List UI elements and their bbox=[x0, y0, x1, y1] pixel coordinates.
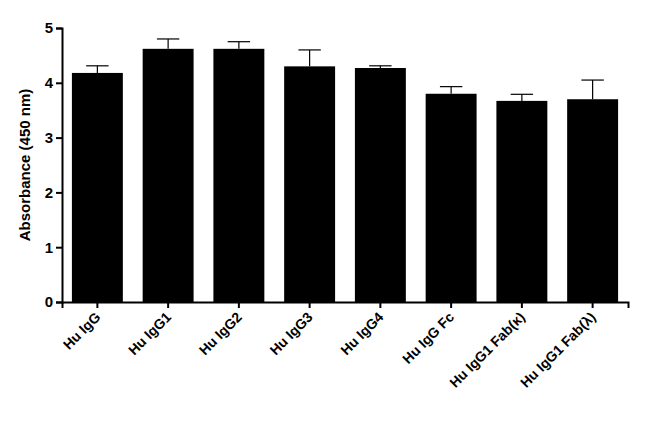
y-tick-label: 3 bbox=[45, 129, 53, 146]
y-tick-mark bbox=[56, 247, 62, 249]
bar bbox=[72, 73, 123, 302]
x-tick-label: Hu IgG bbox=[60, 309, 104, 353]
y-tick-label: 4 bbox=[45, 74, 54, 91]
y-axis-line bbox=[56, 29, 63, 303]
x-tick: Hu IgG2 bbox=[196, 302, 245, 358]
y-tick: 0 bbox=[45, 293, 62, 310]
bar bbox=[213, 49, 264, 302]
y-tick: 2 bbox=[45, 184, 62, 201]
x-tick: Hu IgG bbox=[60, 302, 104, 353]
y-tick-label: 2 bbox=[45, 184, 53, 201]
x-tick-label: Hu IgG4 bbox=[337, 309, 386, 358]
x-axis: Hu IgG Hu IgG1 Hu IgG2 Hu IgG3 Hu IgG4 Hu IgG… bbox=[60, 302, 629, 391]
error-cap bbox=[86, 65, 108, 66]
y-tick-label: 0 bbox=[45, 293, 53, 310]
chart: 0 1 2 3 4 5 Hu IgG Hu IgG1 Hu IgG2 Hu IgG3 Hu IgG4… bbox=[0, 0, 650, 440]
error-cap bbox=[511, 94, 533, 95]
y-tick: 1 bbox=[45, 239, 62, 256]
x-tick: Hu IgG Fc bbox=[399, 302, 457, 367]
x-tick-mark bbox=[379, 302, 381, 308]
y-tick-mark bbox=[56, 82, 62, 84]
bar bbox=[426, 94, 477, 302]
x-tick-mark bbox=[238, 302, 240, 308]
x-tick-mark bbox=[309, 302, 311, 308]
error-bar bbox=[511, 94, 533, 101]
error-cap bbox=[440, 86, 462, 87]
x-tick: Hu IgG1 Fab(κ) bbox=[446, 302, 528, 391]
x-tick: Hu IgG1 bbox=[125, 302, 174, 358]
bar bbox=[567, 99, 618, 302]
x-tick-mark bbox=[96, 302, 98, 308]
bar bbox=[355, 68, 406, 302]
error-stem bbox=[451, 87, 452, 94]
x-tick-label: Hu IgG Fc bbox=[399, 309, 457, 367]
x-tick-label: Hu IgG1 Fab(κ) bbox=[446, 309, 528, 391]
x-axis-line bbox=[63, 303, 629, 309]
x-tick-mark bbox=[167, 302, 169, 308]
bar bbox=[496, 101, 547, 302]
error-stem bbox=[97, 66, 98, 73]
x-tick-mark bbox=[521, 302, 523, 308]
error-bar bbox=[298, 50, 320, 66]
y-tick-label: 1 bbox=[45, 239, 53, 256]
error-stem bbox=[521, 94, 522, 101]
error-bar bbox=[369, 66, 391, 68]
x-tick-label: Hu IgG2 bbox=[196, 309, 245, 358]
y-tick-mark bbox=[56, 302, 62, 304]
y-tick: 4 bbox=[45, 74, 62, 91]
error-cap bbox=[298, 49, 320, 50]
error-cap bbox=[581, 79, 603, 80]
y-tick: 5 bbox=[45, 19, 62, 36]
error-bar bbox=[581, 80, 603, 99]
x-tick: Hu IgG4 bbox=[337, 302, 386, 358]
error-bar bbox=[86, 66, 108, 73]
y-tick-mark bbox=[56, 192, 62, 194]
x-tick-label: Hu IgG1 bbox=[125, 309, 174, 358]
bars bbox=[72, 39, 618, 302]
x-tick-mark bbox=[450, 302, 452, 308]
error-cap bbox=[157, 38, 179, 39]
x-tick-mark bbox=[592, 302, 594, 308]
error-cap bbox=[228, 41, 250, 42]
error-stem bbox=[238, 42, 239, 49]
error-cap bbox=[369, 65, 391, 66]
error-stem bbox=[168, 39, 169, 49]
x-tick-label: Hu IgG3 bbox=[266, 309, 315, 358]
y-axis-title: Absorbance (450 nm) bbox=[16, 89, 33, 242]
error-stem bbox=[309, 50, 310, 66]
error-bar bbox=[157, 39, 179, 49]
y-tick-mark bbox=[56, 137, 62, 139]
y-axis: 0 1 2 3 4 5 bbox=[45, 19, 63, 310]
bar bbox=[284, 66, 335, 302]
error-bar bbox=[440, 87, 462, 94]
bar bbox=[143, 49, 194, 302]
y-tick-mark bbox=[56, 28, 62, 30]
x-tick: Hu IgG3 bbox=[266, 302, 315, 358]
y-tick-label: 5 bbox=[45, 19, 53, 36]
x-tick: Hu IgG1 Fab(λ) bbox=[517, 302, 599, 391]
y-tick: 3 bbox=[45, 129, 62, 146]
error-stem bbox=[592, 80, 593, 99]
error-bar bbox=[228, 42, 250, 49]
x-tick-label: Hu IgG1 Fab(λ) bbox=[517, 309, 599, 391]
